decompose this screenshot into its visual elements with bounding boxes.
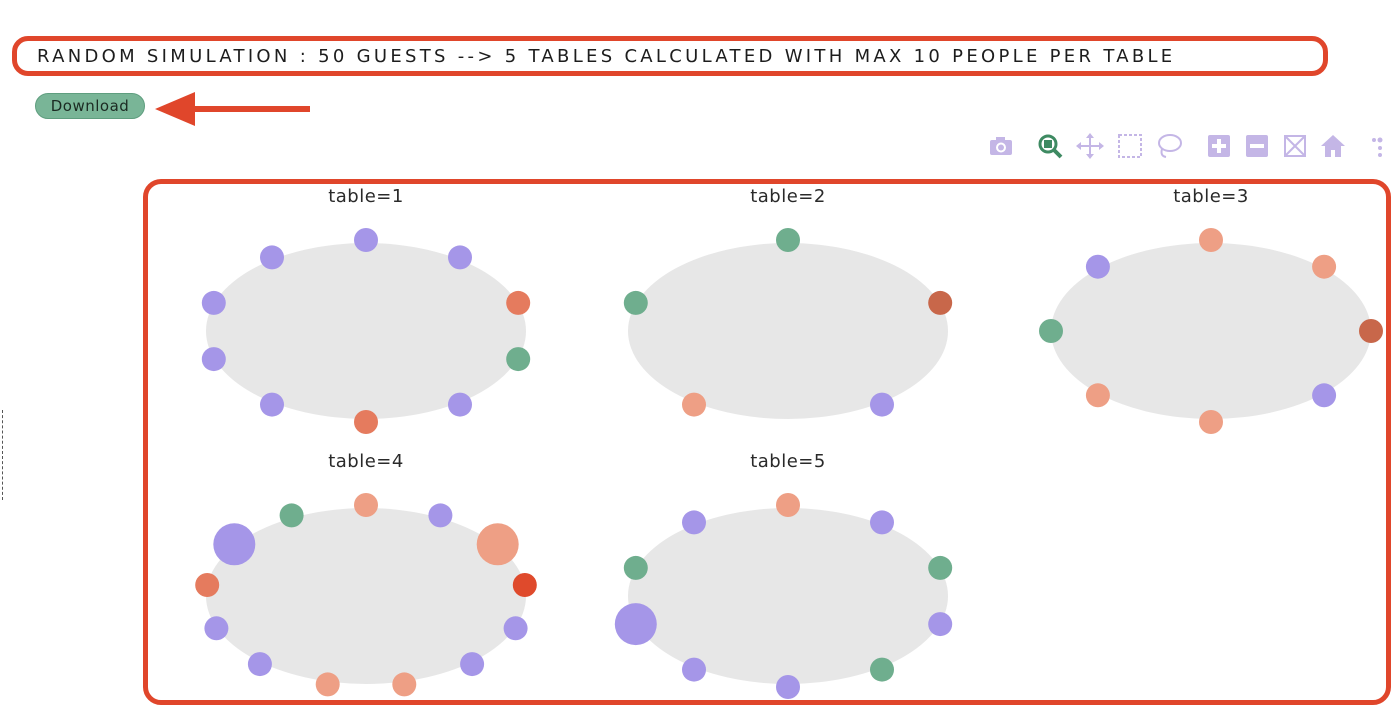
guest-point[interactable] bbox=[260, 392, 284, 417]
guest-point[interactable] bbox=[1199, 228, 1223, 252]
guest-point[interactable] bbox=[195, 573, 220, 597]
guest-point[interactable] bbox=[354, 410, 378, 434]
panel-title: table=4 bbox=[328, 451, 404, 472]
pan-icon[interactable] bbox=[1075, 132, 1105, 160]
guest-point[interactable] bbox=[428, 503, 453, 528]
guest-point[interactable] bbox=[623, 555, 648, 580]
guest-point[interactable] bbox=[870, 392, 894, 417]
guest-point[interactable] bbox=[682, 510, 706, 535]
panel-title: table=3 bbox=[1173, 186, 1249, 207]
table-shape bbox=[628, 243, 948, 419]
guest-point[interactable] bbox=[928, 555, 953, 580]
guest-point[interactable] bbox=[776, 493, 800, 517]
table-panel-2: table=2 bbox=[623, 186, 953, 419]
guest-point[interactable] bbox=[623, 290, 648, 315]
table-shape bbox=[206, 243, 526, 419]
autoscale-icon[interactable] bbox=[1280, 132, 1310, 160]
panel-title: table=2 bbox=[750, 186, 826, 207]
download-button[interactable]: Download bbox=[35, 93, 145, 119]
table-panel-5: table=5 bbox=[614, 451, 953, 699]
lasso-select-icon[interactable] bbox=[1154, 132, 1184, 160]
table-panel-1: table=1 bbox=[201, 186, 531, 434]
guest-point[interactable] bbox=[1039, 319, 1063, 343]
guest-point[interactable] bbox=[1359, 319, 1383, 343]
guest-point[interactable] bbox=[247, 652, 272, 677]
guest-point[interactable] bbox=[614, 603, 657, 646]
guest-point[interactable] bbox=[506, 290, 531, 315]
guest-point[interactable] bbox=[870, 657, 894, 682]
guest-point[interactable] bbox=[682, 657, 706, 682]
guest-point[interactable] bbox=[213, 523, 256, 566]
guest-point[interactable] bbox=[201, 290, 226, 315]
toggle-spike-lines-icon[interactable] bbox=[1366, 132, 1396, 160]
box-select-icon[interactable] bbox=[1115, 132, 1145, 160]
guest-point[interactable] bbox=[260, 245, 284, 270]
panel-title: table=5 bbox=[750, 451, 826, 472]
zoom-in-icon[interactable] bbox=[1204, 132, 1234, 160]
hover-guide-line bbox=[0, 410, 3, 500]
plot-modebar bbox=[980, 128, 1400, 164]
reset-axes-icon[interactable] bbox=[1318, 132, 1348, 160]
guest-point[interactable] bbox=[506, 347, 531, 372]
guest-point[interactable] bbox=[776, 675, 800, 699]
arrow-left-icon bbox=[155, 92, 310, 126]
guest-point[interactable] bbox=[315, 672, 340, 697]
guest-point[interactable] bbox=[279, 503, 304, 528]
guest-point[interactable] bbox=[460, 652, 485, 677]
guest-point[interactable] bbox=[448, 245, 472, 270]
guest-point[interactable] bbox=[870, 510, 894, 535]
guest-point[interactable] bbox=[204, 616, 229, 641]
title-banner: RANDOM SIMULATION : 50 GUESTS --> 5 TABL… bbox=[12, 36, 1328, 76]
camera-icon[interactable] bbox=[986, 132, 1016, 160]
guest-point[interactable] bbox=[1085, 383, 1110, 408]
guest-point[interactable] bbox=[1312, 254, 1337, 279]
table-shape bbox=[1051, 243, 1371, 419]
guest-point[interactable] bbox=[776, 228, 800, 252]
table-panel-4: table=4 bbox=[195, 451, 537, 697]
guest-point[interactable] bbox=[201, 347, 226, 372]
guest-point[interactable] bbox=[448, 392, 472, 417]
guest-point[interactable] bbox=[512, 573, 537, 597]
guest-point[interactable] bbox=[1312, 383, 1337, 408]
guest-point[interactable] bbox=[392, 672, 417, 697]
plot-highlight-frame bbox=[143, 179, 1391, 705]
table-panel-3: table=3 bbox=[1039, 186, 1383, 434]
guest-point[interactable] bbox=[354, 228, 378, 252]
zoom-icon[interactable] bbox=[1035, 132, 1065, 160]
table-shape bbox=[206, 508, 526, 684]
guest-point[interactable] bbox=[928, 290, 953, 315]
page-title: RANDOM SIMULATION : 50 GUESTS --> 5 TABL… bbox=[37, 45, 1176, 67]
guest-point[interactable] bbox=[476, 523, 519, 566]
guest-point[interactable] bbox=[682, 392, 706, 417]
guest-point[interactable] bbox=[1199, 410, 1223, 434]
panel-title: table=1 bbox=[328, 186, 404, 207]
guest-point[interactable] bbox=[928, 612, 953, 637]
guest-point[interactable] bbox=[354, 493, 378, 517]
zoom-out-icon[interactable] bbox=[1242, 132, 1272, 160]
guest-point[interactable] bbox=[503, 616, 528, 641]
table-shape bbox=[628, 508, 948, 684]
guest-point[interactable] bbox=[1085, 254, 1110, 279]
